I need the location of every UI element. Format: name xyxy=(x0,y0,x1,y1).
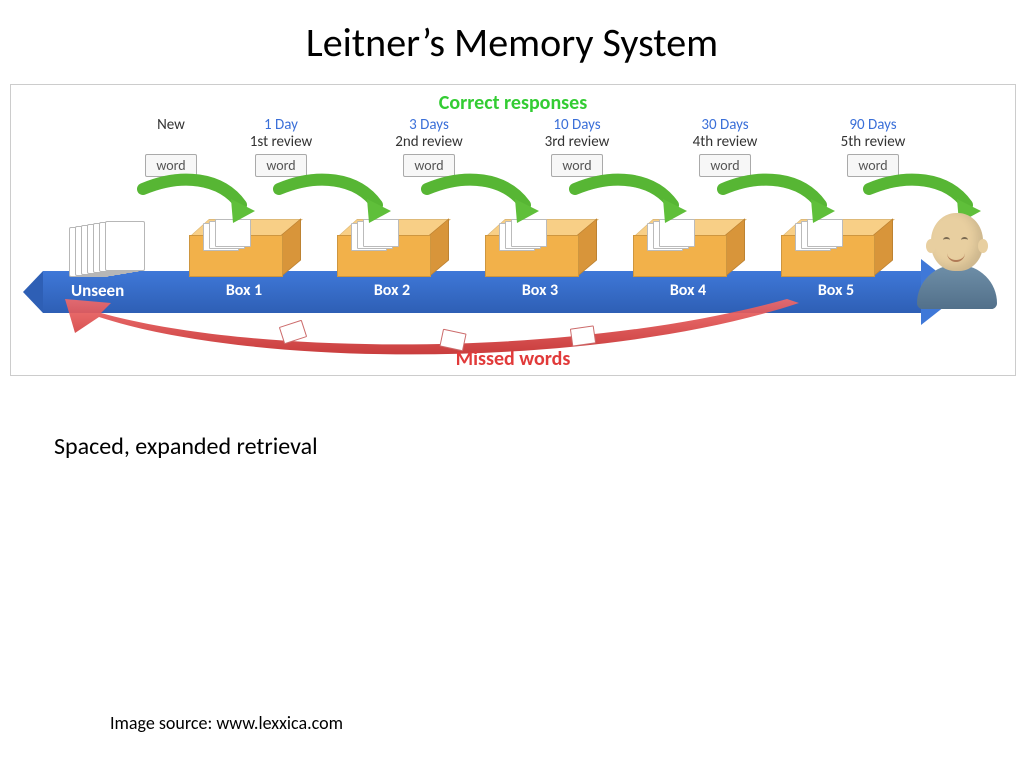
box-label-4: Box 4 xyxy=(633,281,743,300)
stage-review-4: 30 Days4th review word xyxy=(655,117,795,177)
missed-words-label: Missed words xyxy=(11,347,1015,371)
stage-days: 30 Days xyxy=(655,117,795,134)
word-card: word xyxy=(847,154,898,177)
box-label-2: Box 2 xyxy=(337,281,447,300)
leitner-diagram: Correct responses Unseen N xyxy=(10,84,1016,376)
stage-days: 3 Days xyxy=(359,117,499,134)
unseen-label: Unseen xyxy=(71,280,124,301)
leitner-box-4 xyxy=(633,221,743,277)
learner-icon xyxy=(917,213,997,309)
leitner-box-1 xyxy=(189,221,299,277)
stage-days: 90 Days xyxy=(803,117,943,134)
slide: Leitner’s Memory System Correct response… xyxy=(0,0,1024,768)
stage-review: 4th review xyxy=(655,134,795,151)
leitner-box-3 xyxy=(485,221,595,277)
stage-review-3: 10 Days3rd review word xyxy=(507,117,647,177)
leitner-box-5 xyxy=(781,221,891,277)
leitner-box-2 xyxy=(337,221,447,277)
stage-review-5: 90 Days5th review word xyxy=(803,117,943,177)
image-source: Image source: www.lexxica.com xyxy=(110,712,343,734)
word-card: word xyxy=(255,154,306,177)
stage-review-2: 3 Days2nd review word xyxy=(359,117,499,177)
correct-responses-label: Correct responses xyxy=(11,91,1015,115)
stage-days: 1 Day xyxy=(211,117,351,134)
word-card: word xyxy=(551,154,602,177)
stage-review: 5th review xyxy=(803,134,943,151)
missed-card-icon xyxy=(279,320,307,345)
word-card: word xyxy=(699,154,750,177)
box-label-5: Box 5 xyxy=(781,281,891,300)
box-label-3: Box 3 xyxy=(485,281,595,300)
word-card: word xyxy=(403,154,454,177)
stage-review-1: 1 Day1st review word xyxy=(211,117,351,177)
slide-subtitle: Spaced, expanded retrieval xyxy=(54,432,318,461)
progress-arrow-tail xyxy=(23,271,43,313)
stage-days: 10 Days xyxy=(507,117,647,134)
box-label-1: Box 1 xyxy=(189,281,299,300)
stage-review: 2nd review xyxy=(359,134,499,151)
stage-review: 1st review xyxy=(211,134,351,151)
missed-card-icon xyxy=(570,325,596,346)
stage-review: 3rd review xyxy=(507,134,647,151)
word-card: word xyxy=(145,154,196,177)
unseen-card-stack xyxy=(69,221,151,277)
slide-title: Leitner’s Memory System xyxy=(0,18,1024,67)
